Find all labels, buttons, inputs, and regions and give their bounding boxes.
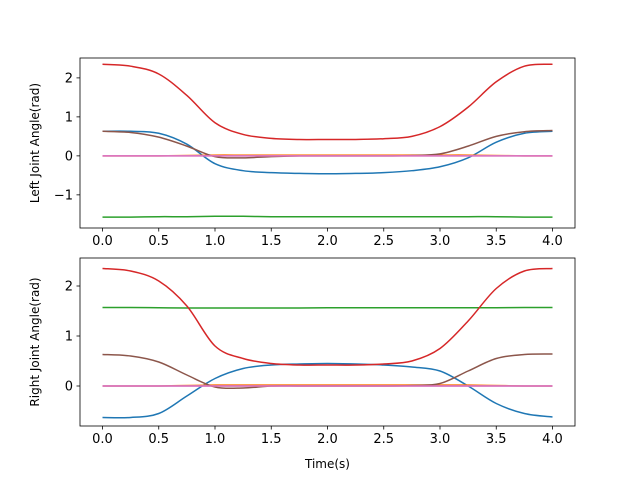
y-tick-label: 1 [65, 330, 73, 345]
x-tick-label: 4.0 [542, 234, 563, 249]
y-axis-label: Right Joint Angle(rad) [28, 277, 42, 406]
x-tick-label: 0.5 [148, 234, 169, 249]
series-line-3 [102, 63, 553, 141]
series-line-5 [102, 129, 553, 159]
x-tick-label: 1.5 [261, 432, 282, 447]
x-tick-label: 2.0 [317, 432, 338, 447]
bottom-axes: 0.0 0.5 1.0 1.5 2.0 2.5 3.0 3.5 4.0 0 1 2 Right Join… [28, 257, 576, 471]
x-tick-label: 1.0 [205, 234, 226, 249]
x-tick-label: 0.0 [92, 432, 113, 447]
axes-frame [79, 257, 576, 427]
top-axes: 0.0 0.5 1.0 1.5 2.0 2.5 3.0 3.5 4.0 −1 0 1 2 Left Joi… [28, 57, 576, 249]
x-tick-label: 1.5 [261, 234, 282, 249]
series-line-3 [102, 267, 553, 366]
x-tick-label: 2.5 [373, 432, 394, 447]
x-tick-label: 3.0 [430, 234, 451, 249]
x-tick-label: 0.5 [148, 432, 169, 447]
series-line-5 [102, 353, 553, 390]
y-tick-label: −1 [54, 188, 73, 203]
y-tick-label: 0 [65, 149, 73, 164]
axes-frame [79, 57, 576, 229]
x-tick-label: 3.5 [486, 432, 507, 447]
x-axis-label: Time(s) [304, 457, 350, 471]
x-tick-label: 3.5 [486, 234, 507, 249]
x-tick-label: 3.0 [430, 432, 451, 447]
series-line-2 [102, 306, 553, 309]
y-tick-label: 0 [65, 380, 73, 395]
y-tick-label: 2 [65, 280, 73, 295]
y-axis-label: Left Joint Angle(rad) [28, 83, 42, 203]
y-tick-label: 2 [65, 71, 73, 86]
x-tick-label: 0.0 [92, 234, 113, 249]
y-tick-label: 1 [65, 110, 73, 125]
series-line-2 [102, 215, 553, 218]
x-tick-label: 2.5 [373, 234, 394, 249]
x-tick-label: 1.0 [205, 432, 226, 447]
series-line-0 [102, 362, 553, 419]
x-tick-label: 4.0 [542, 432, 563, 447]
x-tick-label: 2.0 [317, 234, 338, 249]
series-line-0 [102, 130, 553, 175]
